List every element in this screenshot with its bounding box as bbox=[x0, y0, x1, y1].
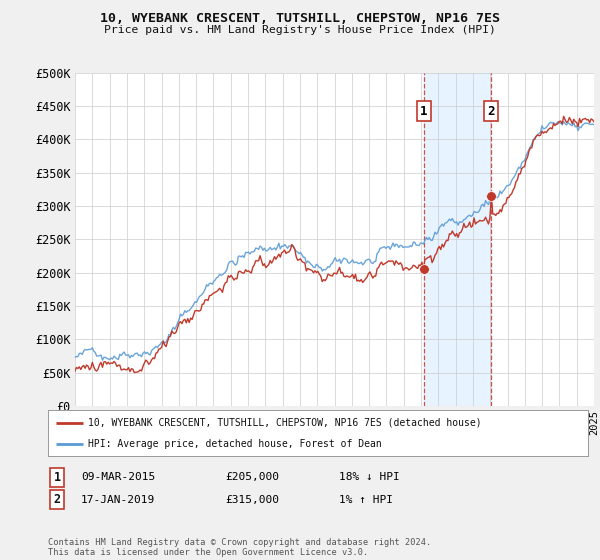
Text: 2: 2 bbox=[53, 493, 61, 506]
Text: 1% ↑ HPI: 1% ↑ HPI bbox=[339, 494, 393, 505]
Text: 2: 2 bbox=[487, 105, 495, 118]
Text: 17-JAN-2019: 17-JAN-2019 bbox=[81, 494, 155, 505]
Text: 1: 1 bbox=[53, 470, 61, 484]
Text: 18% ↓ HPI: 18% ↓ HPI bbox=[339, 472, 400, 482]
Text: 10, WYEBANK CRESCENT, TUTSHILL, CHEPSTOW, NP16 7ES (detached house): 10, WYEBANK CRESCENT, TUTSHILL, CHEPSTOW… bbox=[89, 418, 482, 428]
Text: 09-MAR-2015: 09-MAR-2015 bbox=[81, 472, 155, 482]
Text: £205,000: £205,000 bbox=[225, 472, 279, 482]
Text: Price paid vs. HM Land Registry's House Price Index (HPI): Price paid vs. HM Land Registry's House … bbox=[104, 25, 496, 35]
Text: HPI: Average price, detached house, Forest of Dean: HPI: Average price, detached house, Fore… bbox=[89, 439, 382, 449]
Text: 1: 1 bbox=[421, 105, 428, 118]
Text: 10, WYEBANK CRESCENT, TUTSHILL, CHEPSTOW, NP16 7ES: 10, WYEBANK CRESCENT, TUTSHILL, CHEPSTOW… bbox=[100, 12, 500, 25]
Bar bbox=[424, 73, 491, 406]
Text: Contains HM Land Registry data © Crown copyright and database right 2024.
This d: Contains HM Land Registry data © Crown c… bbox=[48, 538, 431, 557]
Text: £315,000: £315,000 bbox=[225, 494, 279, 505]
